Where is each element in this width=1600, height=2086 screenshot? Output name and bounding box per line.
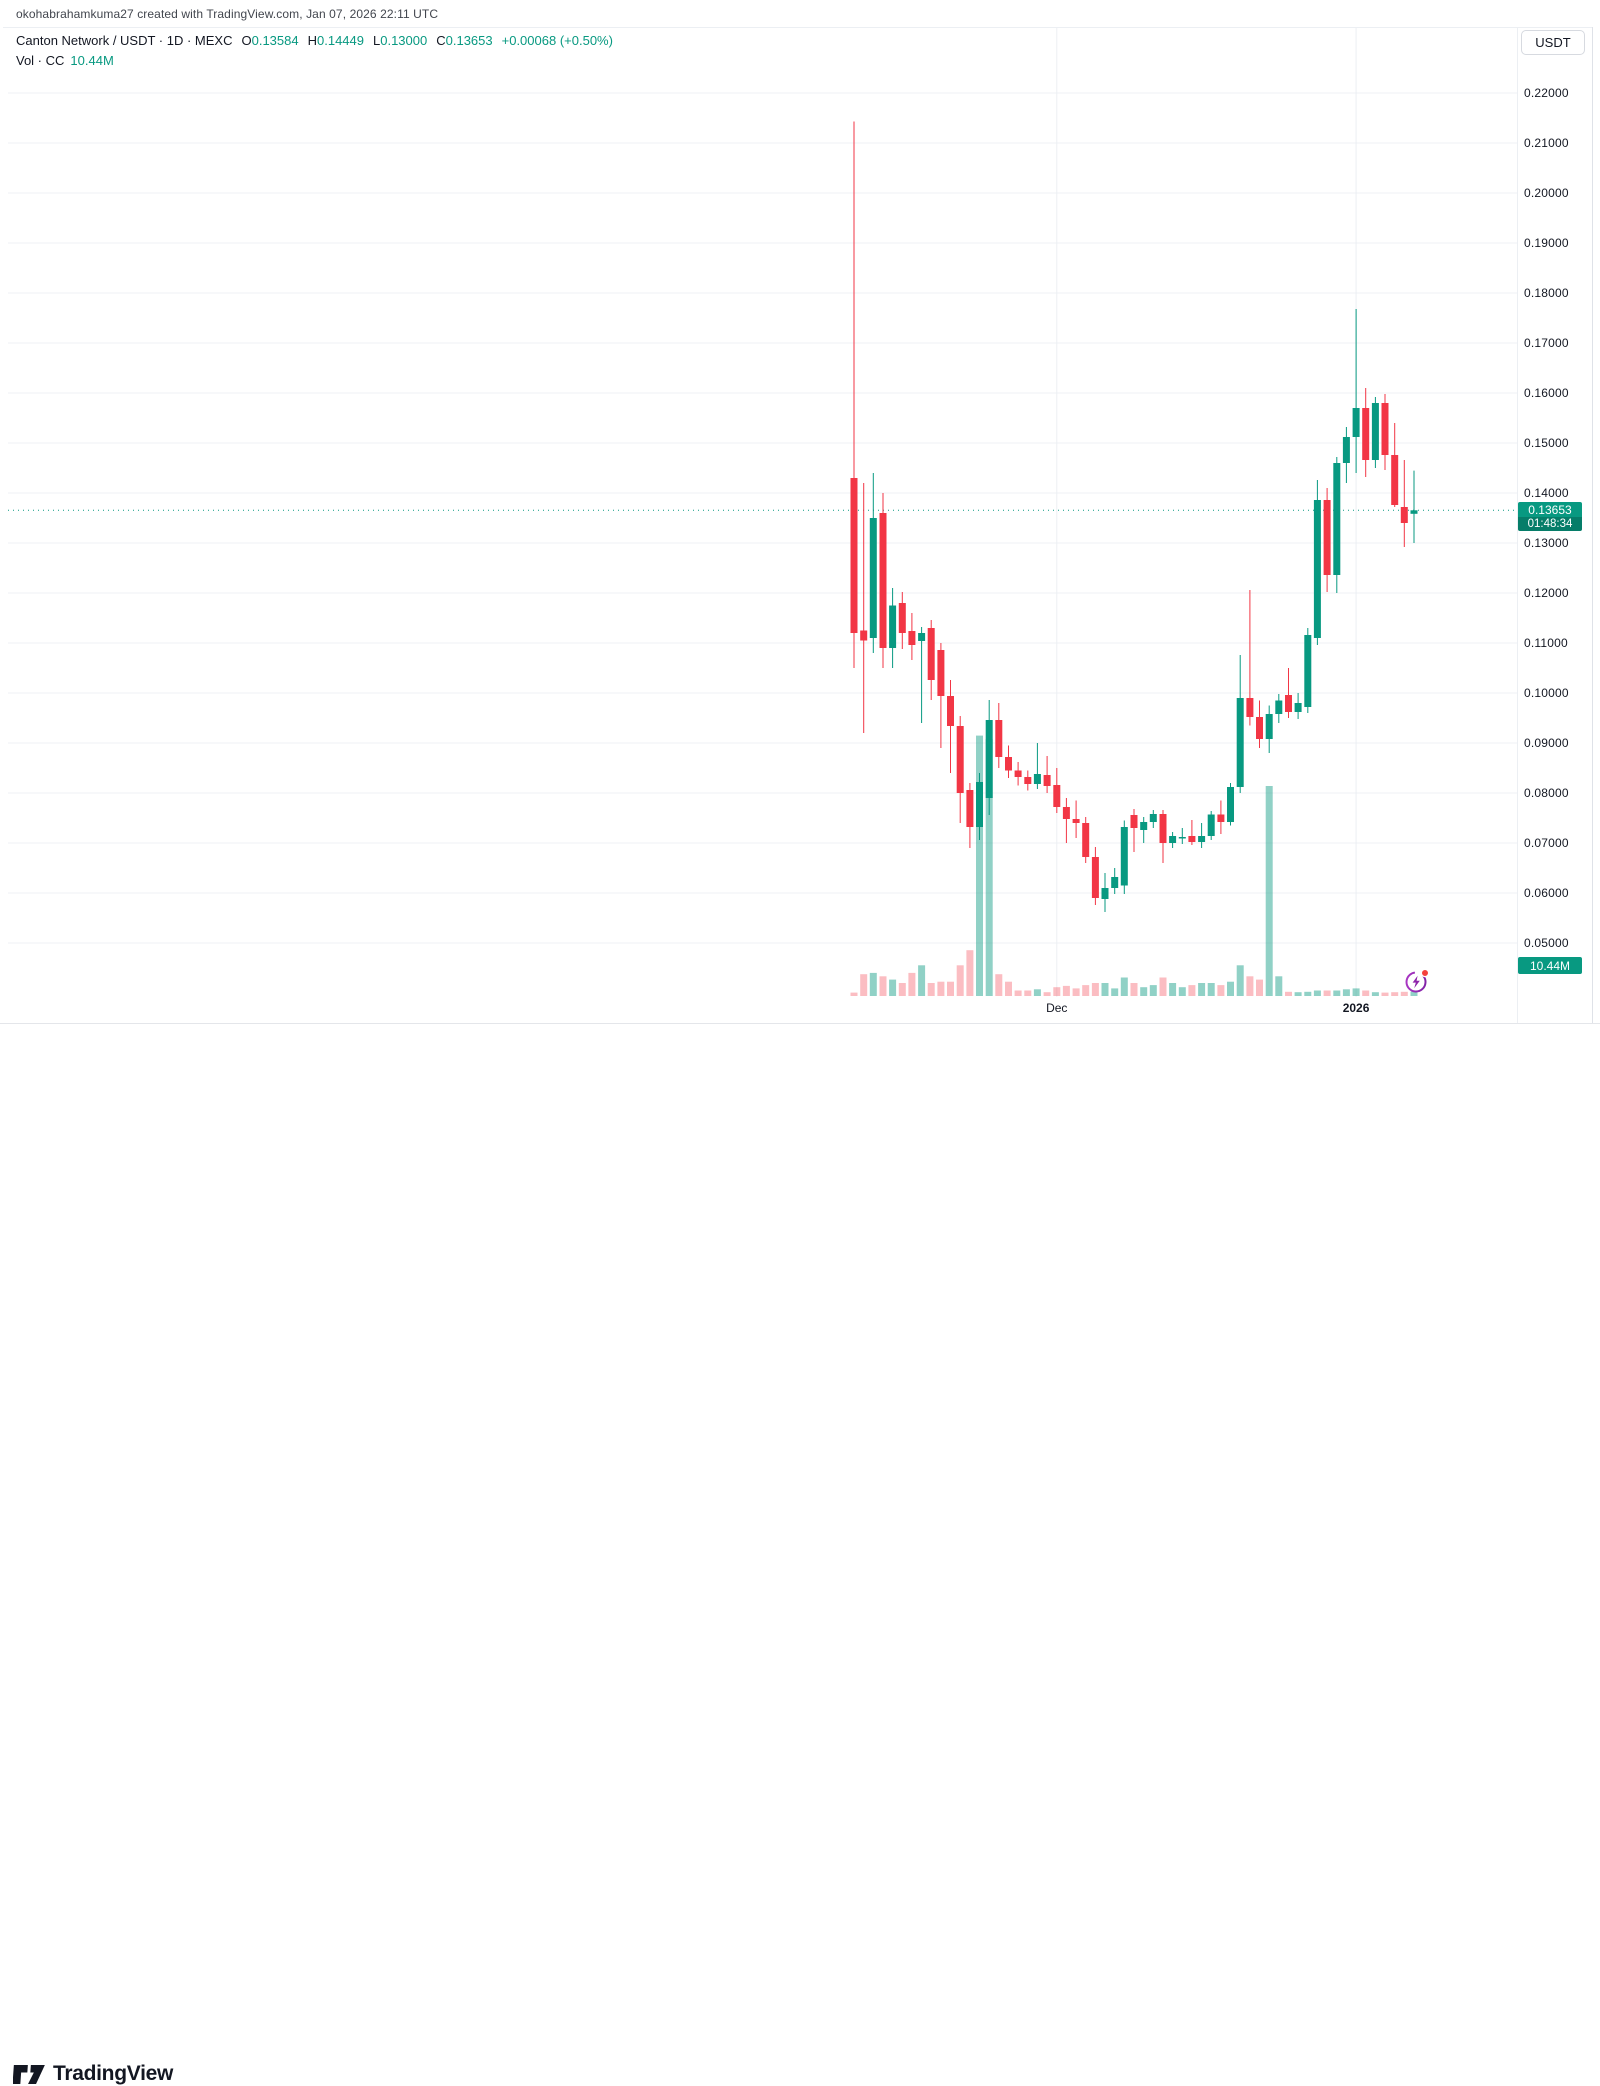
- price-tick-label: 0.07000: [1524, 836, 1569, 850]
- candlestick-chart-canvas[interactable]: [0, 0, 1600, 1080]
- price-tick-label: 0.21000: [1524, 136, 1569, 150]
- candles: [850, 121, 1418, 912]
- low-value: 0.13000: [380, 33, 428, 48]
- price-tick-label: 0.12000: [1524, 586, 1569, 600]
- notification-dot: [1420, 968, 1430, 978]
- lightning-bolt-icon: [1412, 975, 1420, 989]
- legend-ohlc-row: Canton Network / USDT · 1D · MEXC O0.1358…: [16, 33, 613, 49]
- last-price-badge: 0.13653 01:48:34: [1518, 502, 1582, 532]
- price-tick-label: 0.20000: [1524, 186, 1569, 200]
- price-tick-label: 0.09000: [1524, 736, 1569, 750]
- flash-event-icon[interactable]: [1402, 966, 1432, 996]
- low-letter: L: [373, 33, 381, 48]
- price-tick-label: 0.15000: [1524, 436, 1569, 450]
- price-axis-right-border: [1592, 27, 1593, 1023]
- tradingview-logo-icon: [13, 2064, 45, 2084]
- price-tick-label: 0.05000: [1524, 936, 1569, 950]
- chart-legend: Canton Network / USDT · 1D · MEXC O0.1358…: [16, 33, 613, 69]
- volume-value: 10.44M: [70, 53, 114, 68]
- ohlc-close: C0.13653: [436, 33, 492, 48]
- close-value: 0.13653: [445, 33, 493, 48]
- bar-close-countdown: 01:48:34: [1518, 517, 1582, 532]
- price-tick-label: 0.06000: [1524, 886, 1569, 900]
- tradingview-logo[interactable]: TradingView: [13, 2062, 173, 2086]
- ohlc-open: O0.13584: [241, 33, 298, 48]
- price-tick-label: 0.17000: [1524, 336, 1569, 350]
- volume-value-badge: 10.44M: [1518, 957, 1582, 974]
- footer-divider: [0, 1023, 1600, 1024]
- chart-top-border: [3, 27, 1592, 28]
- tradingview-logo-text: TradingView: [53, 2062, 174, 2085]
- price-tick-label: 0.16000: [1524, 386, 1569, 400]
- price-tick-label: 0.13000: [1524, 536, 1569, 550]
- price-tick-label: 0.14000: [1524, 486, 1569, 500]
- attribution-text: okohabrahamkuma27 created with TradingVi…: [16, 7, 439, 21]
- volume-label[interactable]: Vol · CC: [16, 53, 65, 68]
- price-tick-label: 0.10000: [1524, 686, 1569, 700]
- vertical-gridlines: [1056, 27, 1357, 997]
- footer: TradingView: [0, 1024, 1600, 2085]
- time-tick-label-dec: Dec: [1046, 1001, 1068, 1015]
- price-tick-label: 0.18000: [1524, 286, 1569, 300]
- high-value: 0.14449: [317, 33, 364, 48]
- legend-volume-row: Vol · CC 10.44M: [16, 53, 613, 69]
- horizontal-gridlines: [8, 92, 1517, 944]
- open-letter: O: [241, 33, 252, 48]
- close-letter: C: [436, 33, 446, 48]
- volume-bars: [850, 735, 1418, 996]
- currency-usdt-button[interactable]: USDT: [1521, 30, 1585, 55]
- time-tick-label-2026: 2026: [1342, 1001, 1370, 1015]
- ohlc-low: L0.13000: [373, 33, 427, 48]
- ohlc-high: H0.14449: [308, 33, 364, 48]
- price-tick-label: 0.08000: [1524, 786, 1569, 800]
- high-letter: H: [307, 33, 317, 48]
- symbol-title[interactable]: Canton Network / USDT · 1D · MEXC: [16, 33, 233, 48]
- price-tick-label: 0.19000: [1524, 236, 1569, 250]
- price-axis-left-border: [1517, 27, 1518, 1023]
- price-tick-label: 0.11000: [1524, 636, 1568, 650]
- price-tick-label: 0.22000: [1524, 86, 1569, 100]
- last-price-value: 0.13653: [1528, 503, 1572, 518]
- change-value: +0.00068 (+0.50%): [501, 33, 613, 48]
- open-value: 0.13584: [251, 33, 299, 48]
